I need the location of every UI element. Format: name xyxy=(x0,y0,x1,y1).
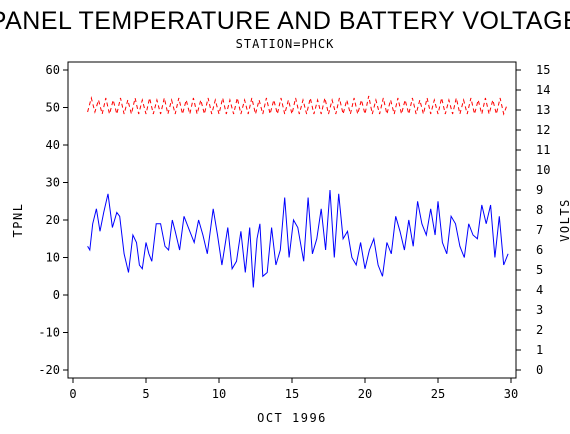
y-axis-left-label: TPNL xyxy=(11,203,25,238)
y-left-tick-label: 60 xyxy=(46,63,60,77)
y-right-tick-label: 13 xyxy=(536,103,550,117)
y-right-tick-label: 7 xyxy=(536,223,543,237)
x-tick-label: 10 xyxy=(212,387,226,401)
axes-layer: 0 5 10 15 20 25 30-20-100102030405060012345678… xyxy=(38,61,550,401)
x-tick-label: 20 xyxy=(358,387,372,401)
x-tick-label: 0 xyxy=(69,387,76,401)
y-left-tick-label: 30 xyxy=(46,176,60,190)
series-line-tpnl xyxy=(87,189,509,288)
series-line-volts xyxy=(87,95,508,116)
y-axis-right-label: VOLTS xyxy=(558,198,570,242)
plot-frame xyxy=(67,61,517,379)
y-right-tick-label: 2 xyxy=(536,323,543,337)
y-right-tick-label: 5 xyxy=(536,263,543,277)
chart-title: PANEL TEMPERATURE AND BATTERY VOLTAGE xyxy=(0,7,570,35)
y-left-tick-label: 0 xyxy=(53,288,60,302)
y-right-tick-label: 9 xyxy=(536,183,543,197)
y-left-tick-label: -10 xyxy=(38,326,60,340)
y-left-tick-label: 20 xyxy=(46,213,60,227)
y-right-tick-label: 10 xyxy=(536,163,550,177)
y-right-tick-label: 6 xyxy=(536,243,543,257)
y-left-tick-label: 10 xyxy=(46,251,60,265)
y-left-tick-label: -20 xyxy=(38,363,60,377)
y-right-tick-label: 8 xyxy=(536,203,543,217)
y-right-tick-label: 14 xyxy=(536,83,550,97)
y-right-tick-label: 4 xyxy=(536,283,543,297)
y-right-tick-label: 0 xyxy=(536,363,543,377)
y-left-tick-label: 40 xyxy=(46,138,60,152)
x-axis-label: OCT 1996 xyxy=(257,411,327,425)
y-right-tick-label: 15 xyxy=(536,63,550,77)
series-layer xyxy=(87,95,509,288)
y-left-tick-label: 50 xyxy=(46,101,60,115)
y-right-tick-label: 11 xyxy=(536,143,550,157)
y-right-tick-label: 3 xyxy=(536,303,543,317)
x-tick-label: 5 xyxy=(142,387,149,401)
x-tick-label: 15 xyxy=(285,387,299,401)
y-right-tick-label: 12 xyxy=(536,123,550,137)
x-tick-label: 30 xyxy=(504,387,518,401)
y-right-tick-label: 1 xyxy=(536,343,543,357)
chart-subtitle: STATION=PHCK xyxy=(236,37,335,51)
x-tick-label: 25 xyxy=(431,387,445,401)
